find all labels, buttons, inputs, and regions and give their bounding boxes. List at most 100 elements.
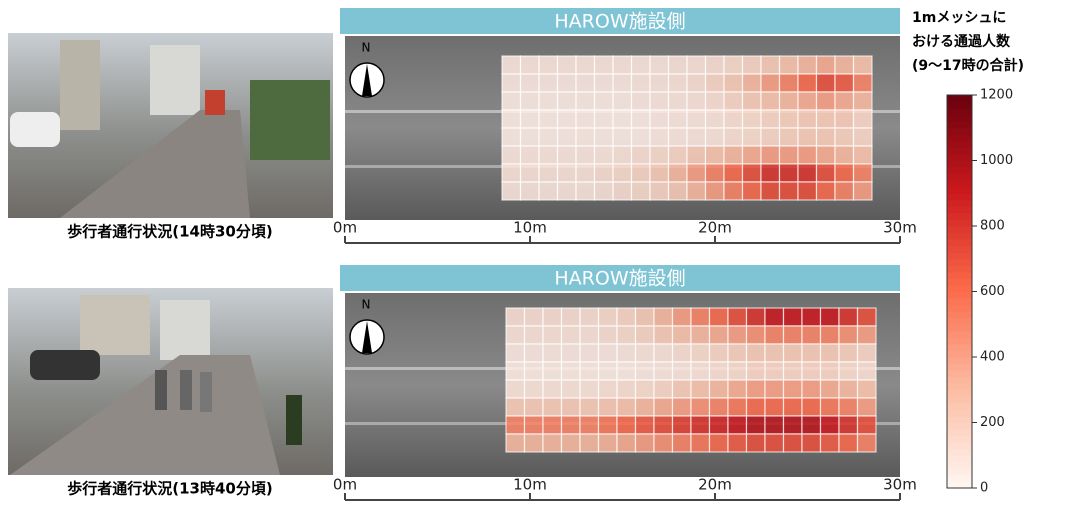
colorbar-segment xyxy=(947,292,972,299)
mesh-cell xyxy=(817,56,836,74)
colorbar-segment xyxy=(947,252,972,259)
mesh-cell xyxy=(521,164,540,182)
mesh-cell xyxy=(558,110,577,128)
mesh-cell xyxy=(802,326,821,344)
colorbar-tick-label: 0 xyxy=(980,481,988,496)
mesh-cell xyxy=(669,110,688,128)
mesh-cell xyxy=(595,128,614,146)
mesh-cell xyxy=(706,146,725,164)
mesh-cell xyxy=(539,56,558,74)
mesh-cell xyxy=(576,164,595,182)
mesh-cell xyxy=(747,380,766,398)
mesh-cell xyxy=(839,434,858,452)
mesh-cell xyxy=(650,146,669,164)
colorbar-segment xyxy=(947,128,972,135)
mesh-cell xyxy=(558,56,577,74)
mesh-cell xyxy=(599,308,618,326)
mesh-cell xyxy=(784,344,803,362)
mesh-cell xyxy=(687,74,706,92)
mesh-cell xyxy=(710,380,729,398)
colorbar-segment xyxy=(947,141,972,148)
mesh-cell xyxy=(691,380,710,398)
colorbar-segment xyxy=(947,364,972,371)
mesh-cell xyxy=(654,416,673,434)
mesh-cell xyxy=(765,416,784,434)
colorbar-segment xyxy=(947,239,972,246)
colorbar-segment xyxy=(947,370,972,377)
mesh-cell xyxy=(562,308,581,326)
mesh-cell xyxy=(858,398,877,416)
mesh-cell xyxy=(595,74,614,92)
colorbar-segment xyxy=(947,200,972,207)
mesh-cell xyxy=(576,110,595,128)
mesh-cell xyxy=(521,146,540,164)
mesh-cell xyxy=(543,308,562,326)
mesh-cell xyxy=(765,380,784,398)
mesh-cell xyxy=(599,326,618,344)
mesh-cell xyxy=(747,416,766,434)
mesh-cell xyxy=(636,362,655,380)
mesh-cell xyxy=(724,92,743,110)
mesh-cell xyxy=(580,308,599,326)
mesh-cell xyxy=(580,398,599,416)
mesh-cell xyxy=(780,146,799,164)
mesh-cell xyxy=(669,128,688,146)
colorbar-segment xyxy=(947,161,972,168)
mesh-cell xyxy=(780,56,799,74)
mesh-cell xyxy=(710,416,729,434)
mesh-cell xyxy=(654,344,673,362)
mesh-cell xyxy=(687,128,706,146)
mesh-cell xyxy=(613,74,632,92)
mesh-cell xyxy=(506,344,525,362)
mesh-cell xyxy=(765,326,784,344)
mesh-cell xyxy=(650,164,669,182)
mesh-cell xyxy=(539,74,558,92)
mesh-cell xyxy=(613,110,632,128)
mesh-cell xyxy=(562,362,581,380)
mesh-cell xyxy=(502,182,521,200)
mesh-cell xyxy=(802,416,821,434)
mesh-cell xyxy=(521,128,540,146)
mesh-cell xyxy=(743,74,762,92)
mesh-cell xyxy=(669,92,688,110)
mesh-cell xyxy=(673,416,692,434)
mesh-cell xyxy=(743,128,762,146)
colorbar-segment xyxy=(947,180,972,187)
colorbar-segment xyxy=(947,350,972,357)
mesh-cell xyxy=(636,398,655,416)
mesh-cell xyxy=(854,74,873,92)
mesh-cell xyxy=(558,92,577,110)
mesh-cell xyxy=(835,182,854,200)
colorbar-segment xyxy=(947,134,972,141)
mesh-cell xyxy=(543,362,562,380)
mesh-cell xyxy=(543,380,562,398)
mesh-cell xyxy=(724,128,743,146)
mesh-cell xyxy=(858,380,877,398)
mesh-cell xyxy=(539,146,558,164)
colorbar-title: (9～17時の合計) xyxy=(912,57,1024,74)
mesh-cell xyxy=(747,434,766,452)
scale-label: 10m xyxy=(513,219,547,237)
mesh-cell xyxy=(761,56,780,74)
mesh-cell xyxy=(835,128,854,146)
mesh-cell xyxy=(802,434,821,452)
mesh-cell xyxy=(798,146,817,164)
mesh-cell xyxy=(576,92,595,110)
mesh-cell xyxy=(821,308,840,326)
mesh-cell xyxy=(613,128,632,146)
mesh-cell xyxy=(539,182,558,200)
mesh-cell xyxy=(835,164,854,182)
mesh-cell xyxy=(521,110,540,128)
colorbar-segment xyxy=(947,115,972,122)
mesh-cell xyxy=(691,362,710,380)
colorbar-segment xyxy=(947,383,972,390)
mesh-cell xyxy=(691,416,710,434)
mesh-cell xyxy=(521,56,540,74)
mesh-cell xyxy=(576,74,595,92)
mesh-cell xyxy=(835,146,854,164)
colorbar-tick-label: 800 xyxy=(980,219,1005,234)
mesh-cell xyxy=(854,182,873,200)
mesh-cell xyxy=(761,182,780,200)
colorbar-segment xyxy=(947,337,972,344)
colorbar-segment xyxy=(947,187,972,194)
